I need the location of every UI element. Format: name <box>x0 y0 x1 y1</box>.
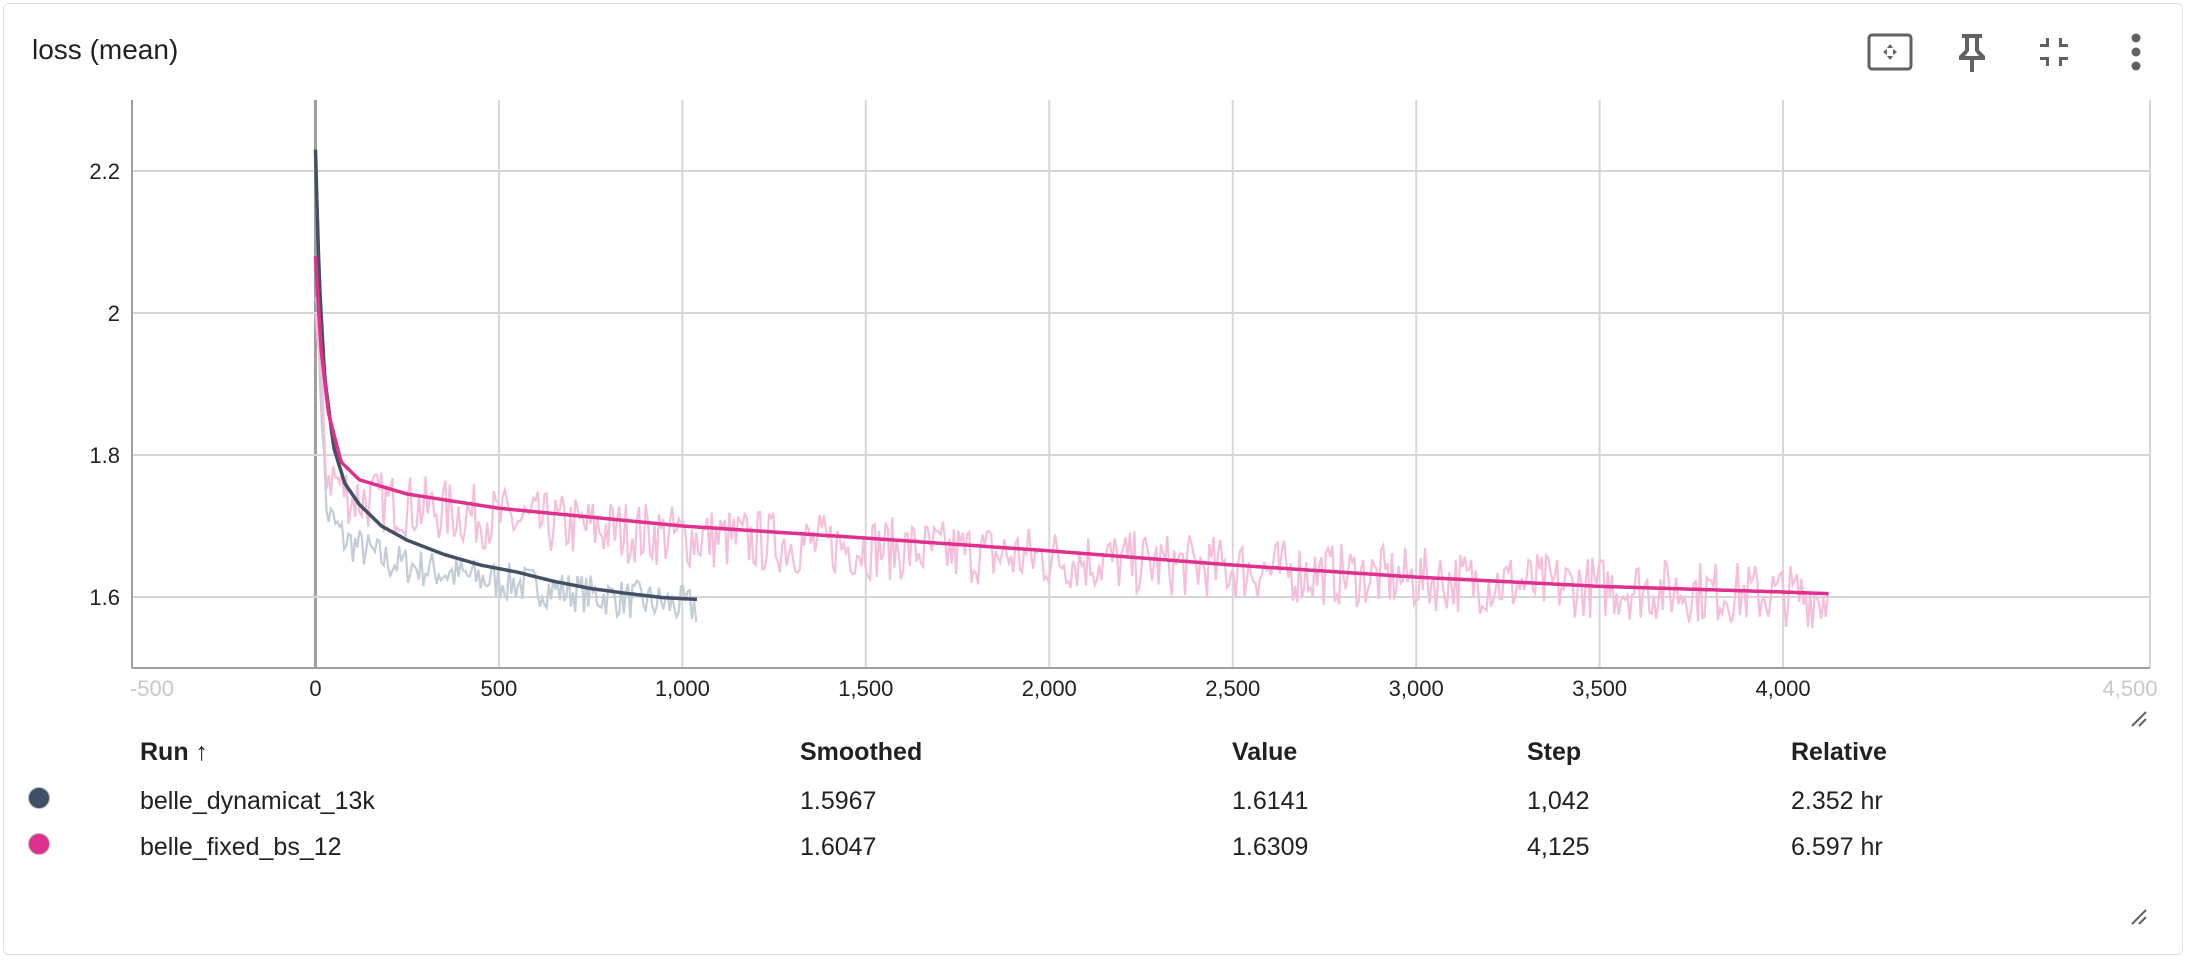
collapse-button[interactable] <box>2030 28 2078 76</box>
fit-to-domain-icon <box>1867 33 1913 71</box>
runs-table: Run ↑ Smoothed Value Step Relative belle… <box>28 726 2091 870</box>
smoothed-series-line <box>313 256 1829 596</box>
step-cell: 1,042 <box>1527 786 1590 815</box>
chart-resize-handle-icon[interactable] <box>2128 708 2150 730</box>
y-tick-label: 1.6 <box>89 585 120 610</box>
smoothed-series-line <box>313 149 698 602</box>
tick-labels: 0 500 1,000 1,500 2,000 2,500 3,000 3,500 4,000 -… <box>89 159 2157 701</box>
raw-series-layer <box>314 297 1829 629</box>
x-tick-label: 3,500 <box>1572 676 1627 701</box>
step-column-header[interactable]: Step <box>1527 737 1582 766</box>
run-color-swatch[interactable] <box>28 786 50 809</box>
x-tick-label: 4,500 <box>2102 676 2157 701</box>
relative-cell: 2.352 hr <box>1791 786 1883 815</box>
x-tick-label: 2,000 <box>1022 676 1077 701</box>
scalar-card <box>3 3 2183 955</box>
more-vert-icon <box>2131 33 2141 71</box>
run-color-swatch[interactable] <box>28 832 50 855</box>
more-button[interactable] <box>2112 28 2160 76</box>
raw-series-line <box>314 297 698 623</box>
smoothed-cell: 1.6047 <box>800 832 877 861</box>
run-color-cell <box>28 778 140 824</box>
fit-domain-button[interactable] <box>1866 28 1914 76</box>
table-header-row: Run ↑ Smoothed Value Step Relative <box>28 726 2091 778</box>
x-tick-label: 3,000 <box>1389 676 1444 701</box>
pin-button[interactable] <box>1948 28 1996 76</box>
smoothed-column-header[interactable]: Smoothed <box>800 737 923 766</box>
color-column-header <box>28 726 140 778</box>
x-tick-label: 0 <box>309 676 321 701</box>
collapse-icon <box>2040 38 2068 66</box>
relative-column-header[interactable]: Relative <box>1791 737 1887 766</box>
card-resize-handle-icon[interactable] <box>2128 906 2150 928</box>
x-tick-label: 4,000 <box>1756 676 1811 701</box>
line-chart[interactable]: 0 500 1,000 1,500 2,000 2,500 3,000 3,500 4,000 -… <box>0 0 2188 720</box>
card-title: loss (mean) <box>32 34 179 65</box>
smoothed-cell: 1.5967 <box>800 786 877 815</box>
x-tick-label: 1,500 <box>838 676 893 701</box>
step-cell: 4,125 <box>1527 832 1590 861</box>
run-column-header[interactable]: Run ↑ <box>140 737 209 766</box>
smoothed-series-layer <box>313 149 1829 602</box>
y-tick-label: 1.8 <box>89 443 120 468</box>
relative-cell: 6.597 hr <box>1791 832 1883 861</box>
raw-series-line <box>314 313 1829 629</box>
y-tick-label: 2 <box>108 301 120 326</box>
grid-lines <box>132 100 2151 668</box>
value-cell: 1.6141 <box>1232 786 1309 815</box>
y-tick-label: 2.2 <box>89 159 120 184</box>
run-color-cell <box>28 824 140 870</box>
table-row: belle_dynamicat_13k 1.5967 1.6141 1,042 … <box>28 778 2091 824</box>
run-name-cell: belle_fixed_bs_12 <box>140 832 342 861</box>
axes <box>131 100 2150 669</box>
x-tick-label: -500 <box>130 676 174 701</box>
run-name-cell: belle_dynamicat_13k <box>140 786 375 815</box>
value-cell: 1.6309 <box>1232 832 1309 861</box>
pin-icon <box>1959 34 1985 72</box>
x-tick-label: 1,000 <box>655 676 710 701</box>
table-row: belle_fixed_bs_12 1.6047 1.6309 4,125 6.… <box>28 824 2091 870</box>
x-tick-label: 2,500 <box>1205 676 1260 701</box>
card-toolbar <box>1866 28 2160 76</box>
x-tick-label: 500 <box>481 676 518 701</box>
value-column-header[interactable]: Value <box>1232 737 1298 766</box>
